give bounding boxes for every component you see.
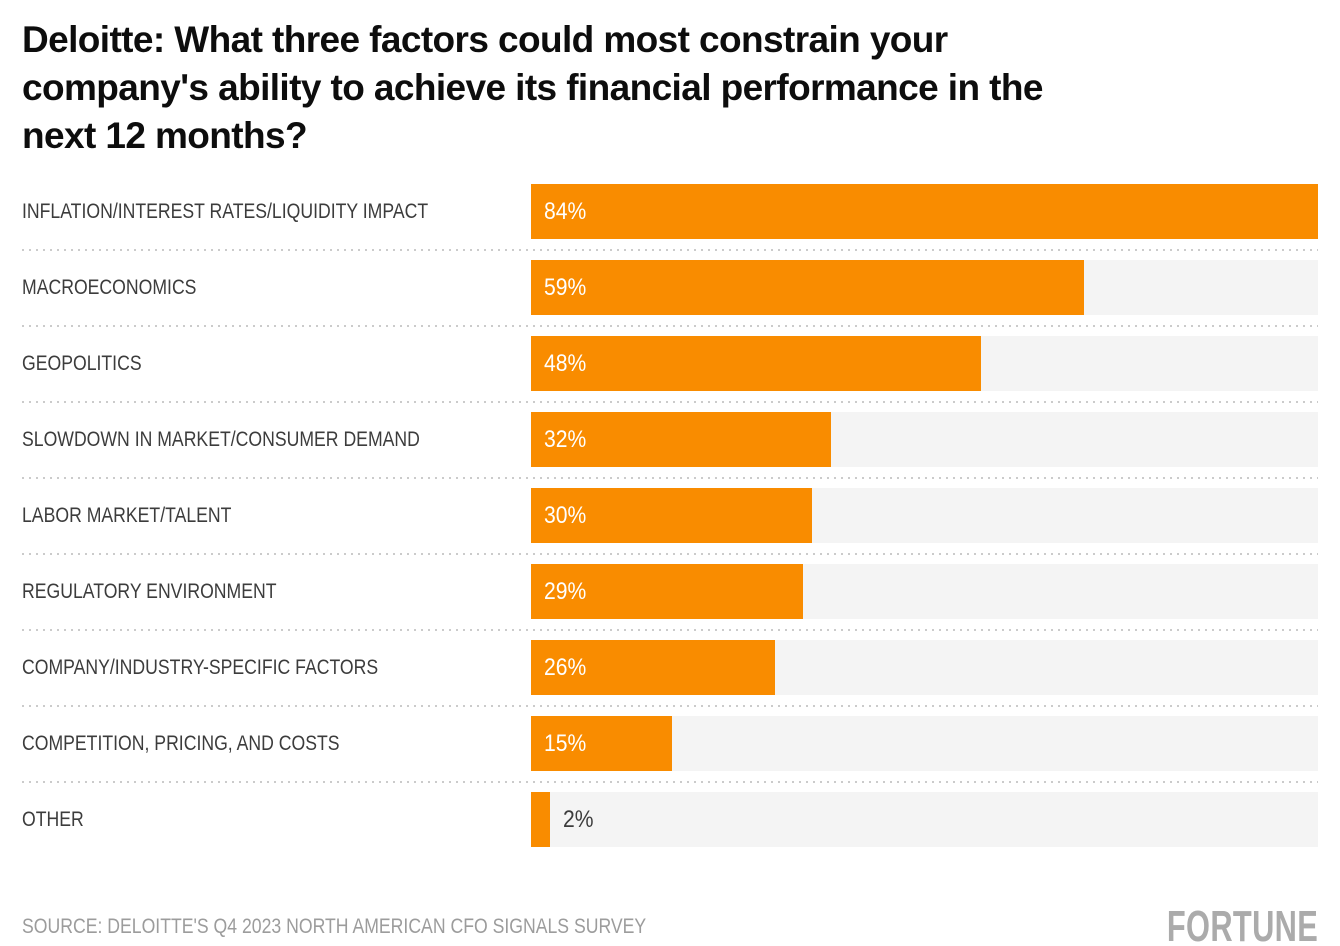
bar-track: 30% — [531, 488, 1318, 543]
category-label: INFLATION/INTEREST RATES/LIQUIDITY IMPAC… — [22, 199, 429, 223]
bar — [531, 792, 550, 847]
bar — [531, 412, 831, 467]
fortune-logo: FORTUNE — [1166, 902, 1318, 946]
bar-value-label: 30% — [544, 501, 587, 529]
bar-track: 84% — [531, 184, 1318, 239]
chart-title-line: next 12 months? — [22, 115, 308, 156]
chart-row: GEOPOLITICS 48% — [22, 336, 1318, 412]
bar — [531, 260, 1084, 315]
bar-value-label: 2% — [562, 805, 594, 833]
chart-title-line: Deloitte: What three factors could most … — [22, 19, 948, 60]
category-label: MACROECONOMICS — [22, 275, 197, 299]
bar-track: 15% — [531, 716, 1318, 771]
chart-title: Deloitte: What three factors could most … — [22, 16, 1318, 160]
bar-track: 32% — [531, 412, 1318, 467]
category-label: COMPETITION, PRICING, AND COSTS — [22, 731, 340, 755]
bar-value-label: 29% — [544, 577, 587, 605]
chart-row: MACROECONOMICS 59% — [22, 260, 1318, 336]
bar — [531, 488, 813, 543]
chart-row: LABOR MARKET/TALENT 30% — [22, 488, 1318, 564]
bar-value-label: 15% — [544, 729, 587, 757]
chart-row: COMPANY/INDUSTRY-SPECIFIC FACTORS 26% — [22, 640, 1318, 716]
chart-title-line: company's ability to achieve its financi… — [22, 67, 1043, 108]
category-label: LABOR MARKET/TALENT — [22, 503, 232, 527]
bar — [531, 716, 672, 771]
category-label: SLOWDOWN IN MARKET/CONSUMER DEMAND — [22, 427, 420, 451]
chart-row: INFLATION/INTEREST RATES/LIQUIDITY IMPAC… — [22, 184, 1318, 260]
bar-track: 29% — [531, 564, 1318, 619]
category-label: REGULATORY ENVIRONMENT — [22, 579, 277, 603]
category-label: OTHER — [22, 807, 84, 831]
source-text: SOURCE: DELOITTE'S Q4 2023 NORTH AMERICA… — [22, 915, 647, 938]
bar-track: 59% — [531, 260, 1318, 315]
bar-value-label: 84% — [544, 197, 587, 225]
bar-value-label: 32% — [544, 425, 587, 453]
chart-row: SLOWDOWN IN MARKET/CONSUMER DEMAND 32% — [22, 412, 1318, 488]
bar — [531, 184, 1318, 239]
bar-track: 2% — [531, 792, 1318, 847]
bar-chart: INFLATION/INTEREST RATES/LIQUIDITY IMPAC… — [22, 184, 1318, 868]
bar-track: 48% — [531, 336, 1318, 391]
bar-value-label: 48% — [544, 349, 587, 377]
bar-value-label: 26% — [544, 653, 587, 681]
category-label: GEOPOLITICS — [22, 351, 142, 375]
chart-row: COMPETITION, PRICING, AND COSTS 15% — [22, 716, 1318, 792]
chart-row: REGULATORY ENVIRONMENT 29% — [22, 564, 1318, 640]
category-label: COMPANY/INDUSTRY-SPECIFIC FACTORS — [22, 655, 379, 679]
bar — [531, 640, 775, 695]
bar — [531, 336, 981, 391]
bar-track: 26% — [531, 640, 1318, 695]
chart-footer: SOURCE: DELOITTE'S Q4 2023 NORTH AMERICA… — [22, 902, 1318, 946]
chart-row: OTHER 2% — [22, 792, 1318, 868]
bar-value-label: 59% — [544, 273, 587, 301]
bar — [531, 564, 803, 619]
